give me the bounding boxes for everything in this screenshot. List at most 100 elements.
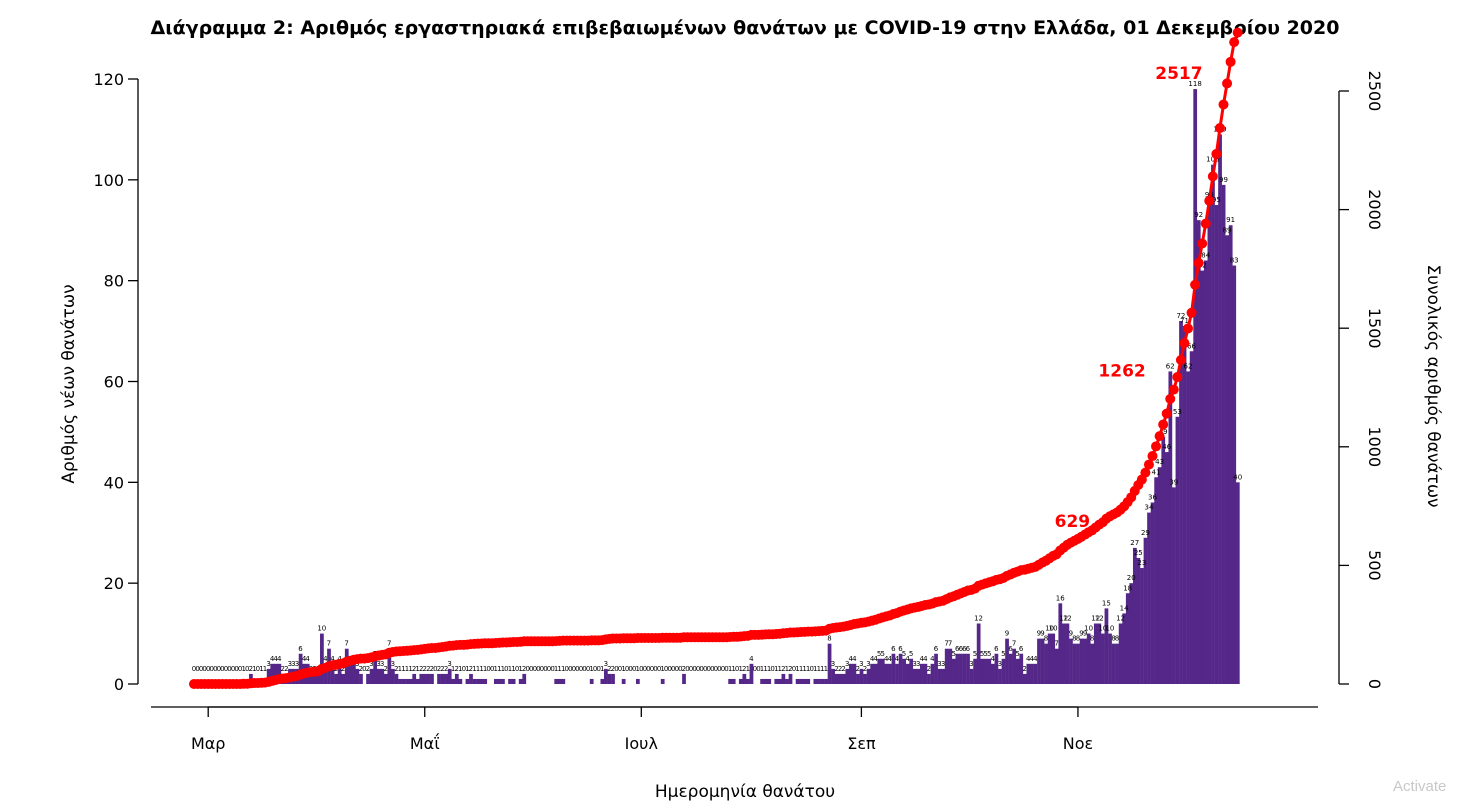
x-tick-label: Μαρ xyxy=(191,734,226,753)
y-tick-label-right: 0 xyxy=(1365,679,1384,689)
bar-value-label: 0 xyxy=(245,665,249,673)
bar-value-label: 8 xyxy=(827,635,831,643)
bar-value-label: 6 xyxy=(1008,645,1013,653)
bar xyxy=(635,678,640,684)
bar-value-label: 1 xyxy=(621,665,625,673)
bar xyxy=(845,668,850,685)
bar-value-label: 0 xyxy=(735,665,739,673)
bar xyxy=(373,658,378,684)
bar-value-label: 0 xyxy=(770,665,774,673)
bar-value-label: 2 xyxy=(359,665,363,673)
bar xyxy=(973,658,977,684)
bar-value-label: 6 xyxy=(955,645,960,653)
bar xyxy=(405,678,409,684)
bar-value-label: 0 xyxy=(721,665,725,673)
bar xyxy=(369,668,374,685)
bar-value-label: 5 xyxy=(973,650,977,658)
bar-value-label: 10 xyxy=(317,625,326,633)
bar-value-label: 83 xyxy=(1230,257,1239,265)
y-tick-label-right: 1500 xyxy=(1365,308,1384,349)
bar-value-label: 6 xyxy=(898,645,903,653)
bar-value-label: 0 xyxy=(217,665,221,673)
bar-value-label: 0 xyxy=(650,665,654,673)
bar xyxy=(469,673,473,684)
bar-value-label: 5 xyxy=(902,650,906,658)
bar-value-label: 3 xyxy=(916,660,920,668)
bar xyxy=(877,658,882,684)
bar xyxy=(1161,436,1166,684)
bar-value-label: 3 xyxy=(845,660,849,668)
bar-value-label: 0 xyxy=(692,665,696,673)
bar xyxy=(1115,643,1119,684)
bar-value-label: 103 xyxy=(1206,156,1219,164)
bar-value-label: 4 xyxy=(895,655,900,663)
bar-value-label: 4 xyxy=(870,655,875,663)
bar-value-label: 12 xyxy=(1091,615,1100,623)
bar xyxy=(298,653,303,684)
bar-value-label: 4 xyxy=(273,655,278,663)
bar-value-label: 5 xyxy=(983,650,987,658)
bar xyxy=(355,668,360,685)
bar-value-label: 0 xyxy=(536,665,540,673)
bar-value-label: 7 xyxy=(1012,640,1016,648)
bar xyxy=(955,653,960,684)
annotations-layer: 629 1262 2517 xyxy=(1055,64,1203,532)
bar-value-label: 9 xyxy=(1069,630,1073,638)
bar-value-label: 7 xyxy=(327,640,331,648)
bar-value-label: 0 xyxy=(792,665,796,673)
bar-value-label: 1 xyxy=(263,665,267,673)
bar-value-label: 7 xyxy=(944,640,948,648)
bar-value-label: 1 xyxy=(813,665,817,673)
bar xyxy=(557,678,562,684)
bar xyxy=(827,643,832,684)
bar-value-label: 10 xyxy=(1098,625,1107,633)
bar-value-label: 8 xyxy=(1111,635,1115,643)
bar-value-label: 0 xyxy=(639,665,643,673)
bar-value-label: 2 xyxy=(366,665,370,673)
bar-value-label: 89 xyxy=(1223,226,1232,234)
y-tick-label-right: 2500 xyxy=(1365,71,1384,112)
bar-value-label: 3 xyxy=(912,660,916,668)
bar-value-label: 1 xyxy=(774,665,778,673)
bar-value-label: 10 xyxy=(1045,625,1054,633)
bar-value-label: 3 xyxy=(369,660,373,668)
bar xyxy=(1186,371,1190,684)
bar xyxy=(1033,663,1038,684)
y-tick-label-left: 80 xyxy=(104,272,124,291)
bar xyxy=(447,668,452,685)
bar xyxy=(430,673,434,684)
bar-value-label: 3 xyxy=(859,660,863,668)
bar xyxy=(1022,673,1027,684)
bar xyxy=(788,673,793,684)
bar xyxy=(806,678,811,684)
bar-value-label: 18 xyxy=(1123,584,1132,592)
bar-value-label: 53 xyxy=(1173,408,1182,416)
bar-value-label: 2 xyxy=(423,665,427,673)
bar xyxy=(1026,663,1031,684)
bar xyxy=(351,663,356,684)
bar-value-label: 3 xyxy=(391,660,395,668)
bar xyxy=(927,673,931,684)
bar xyxy=(838,673,843,684)
bar xyxy=(802,678,807,684)
bar-value-label: 1 xyxy=(405,665,409,673)
bar xyxy=(1061,623,1066,684)
bar xyxy=(763,678,768,684)
bar-value-label: 1 xyxy=(806,665,810,673)
bar xyxy=(391,668,395,685)
bar xyxy=(902,658,906,684)
bar-value-label: 0 xyxy=(227,665,231,673)
bar-value-label: 0 xyxy=(533,665,537,673)
bar xyxy=(912,668,917,685)
bar-value-label: 8 xyxy=(1115,635,1119,643)
bar-value-label: 0 xyxy=(543,665,547,673)
x-tick-label: Σεπ xyxy=(847,734,876,753)
bar xyxy=(1172,487,1176,685)
bar-value-label: 2 xyxy=(838,665,842,673)
bar xyxy=(944,648,949,684)
bar-value-label: 2 xyxy=(440,665,444,673)
bar xyxy=(1147,512,1151,684)
bar-value-label: 1 xyxy=(767,665,771,673)
cumulative-point xyxy=(1211,148,1222,159)
bar xyxy=(394,673,399,684)
